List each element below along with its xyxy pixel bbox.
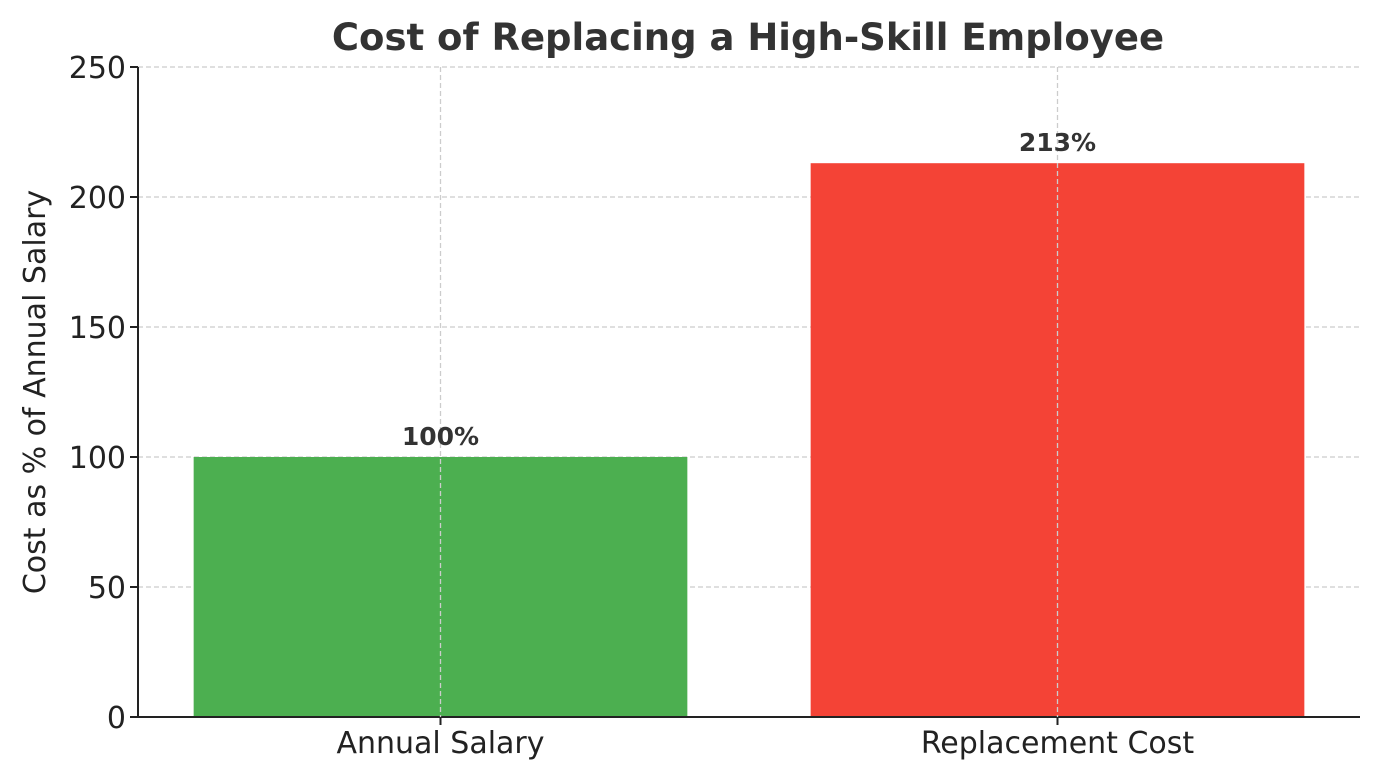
axis-layer: 0 50 100 150 200 250 Annual Salary Replacement … (69, 51, 1360, 761)
y-tick-label: 250 (69, 51, 126, 86)
x-tick-label: Replacement Cost (921, 726, 1195, 761)
y-tick-label: 100 (69, 441, 126, 476)
y-axis-label: Cost as % of Annual Salary (18, 190, 53, 594)
y-tick-label: 0 (107, 701, 126, 736)
chart-title: Cost of Replacing a High-Skill Employee (332, 16, 1164, 59)
data-label: 100% (402, 422, 479, 451)
y-tick-label: 50 (88, 571, 126, 606)
label-layer: 100% 213% (402, 67, 1096, 717)
y-tick-label: 150 (69, 311, 126, 346)
data-label: 213% (1019, 128, 1096, 157)
y-tick-label: 200 (69, 181, 126, 216)
bar-layer (193, 163, 1305, 717)
x-tick-label: Annual Salary (336, 726, 544, 761)
